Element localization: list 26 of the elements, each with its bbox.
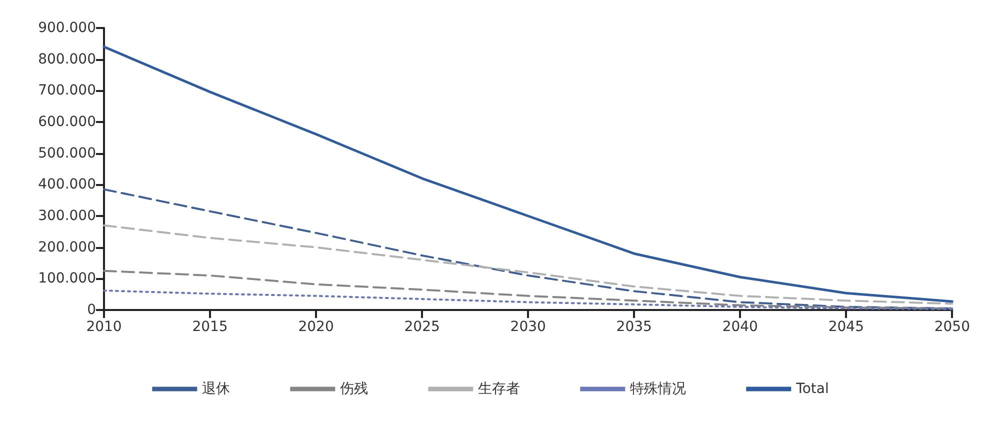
x-tick-label: 2025 [404, 319, 440, 335]
y-tick-label: 900.000 [38, 20, 96, 36]
legend-label: 伤残 [340, 381, 368, 397]
x-tick-label: 2035 [616, 319, 652, 335]
legend-label: Total [795, 381, 829, 397]
y-tick-label: 500.000 [38, 145, 96, 162]
x-tick-label: 2015 [192, 319, 228, 335]
y-tick-label: 100.000 [38, 270, 96, 287]
y-tick-label: 800.000 [38, 51, 96, 68]
line-series [103, 224, 954, 305]
x-tick-label: 2040 [722, 319, 758, 335]
y-tick-label: 700.000 [38, 82, 96, 99]
y-tick-label: 400.000 [38, 176, 96, 193]
legend-label: 特殊情况 [630, 381, 686, 397]
y-tick-label: 600.000 [38, 114, 96, 130]
x-tick-label: 2030 [510, 319, 546, 335]
y-tick-label: 0 [87, 302, 96, 318]
legend-label: 生存者 [478, 381, 520, 397]
y-tick-label: 300.000 [38, 208, 96, 224]
x-tick-label: 2050 [934, 319, 970, 335]
line-series [102, 46, 954, 303]
legend-label: 退休 [202, 381, 230, 397]
x-tick-label: 2045 [828, 319, 864, 335]
x-tick-label: 2010 [86, 319, 122, 335]
y-tick-label: 200.000 [38, 239, 96, 256]
x-tick-label: 2020 [298, 319, 334, 335]
